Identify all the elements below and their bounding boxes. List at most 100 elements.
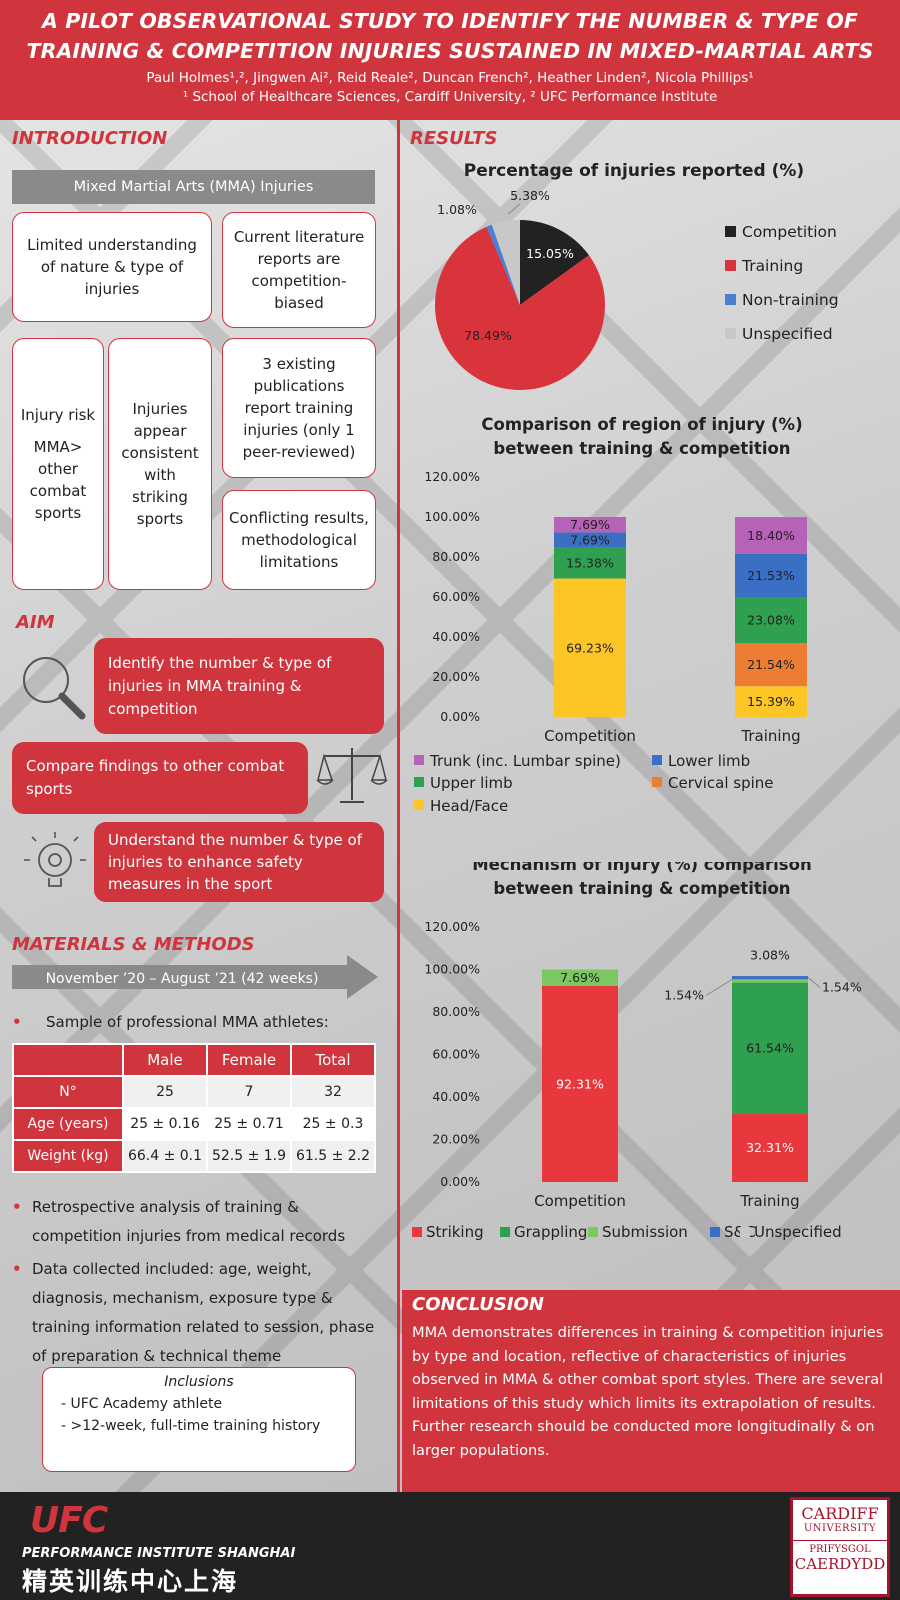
data-label: 15.39% — [747, 694, 795, 709]
legend-swatch — [652, 755, 662, 765]
row-header-weight: Weight (kg) — [12, 1139, 124, 1173]
intro-card-limited-understanding: Limited understanding of nature & type o… — [12, 212, 212, 322]
inclusion-item: - UFC Academy athlete — [61, 1396, 223, 1412]
legend-swatch — [588, 1227, 598, 1237]
legend-swatch — [725, 328, 736, 339]
legend-label: Head/Face — [430, 797, 508, 815]
sample-bullet: • Sample of professional MMA athletes: — [12, 1008, 387, 1037]
sample-text: Sample of professional MMA athletes: — [46, 1013, 329, 1031]
chinese-label: 精英训练中心上海 — [22, 1567, 239, 1596]
conclusion-box: CONCLUSION MMA demonstrates differences … — [402, 1290, 900, 1492]
data-label: 92.31% — [556, 1076, 604, 1091]
intro-card-conflicting-results: Conflicting results, methodological limi… — [222, 490, 376, 590]
table-cell: 66.4 ± 0.1 — [122, 1139, 208, 1173]
conclusion-heading: CONCLUSION — [412, 1294, 544, 1315]
y-tick-label: 100.00% — [424, 962, 480, 977]
pie-value-label: 15.05% — [526, 246, 574, 261]
aim-item-identify: Identify the number & type of injuries i… — [94, 638, 384, 734]
legend-label: Lower limb — [668, 752, 750, 770]
intro-card-injury-risk: Injury risk MMA> other combat sports — [12, 338, 104, 590]
bullet-dot: • — [12, 1198, 22, 1216]
methods-bullet-text: Retrospective analysis of training & com… — [32, 1198, 346, 1245]
table-cell: 25 ± 0.16 — [122, 1107, 208, 1141]
legend-label: Training — [741, 257, 803, 275]
legend-swatch — [725, 226, 736, 237]
bar-segment — [732, 1113, 808, 1182]
data-label: 21.53% — [747, 568, 795, 583]
bar-segment — [732, 979, 808, 983]
legend-label: Trunk (inc. Lumbar spine) — [429, 752, 621, 770]
y-tick-label: 100.00% — [424, 509, 480, 524]
conclusion-text: MMA demonstrates differences in training… — [412, 1324, 884, 1459]
legend-label: Unspecified — [742, 325, 833, 343]
table-cell: 25 ± 0.71 — [206, 1107, 292, 1141]
bullet-dot: • — [12, 1013, 22, 1031]
y-tick-label: 120.00% — [424, 469, 480, 484]
methods-bullet-retrospective: • Retrospective analysis of training & c… — [12, 1193, 387, 1251]
bar-segment — [735, 517, 807, 554]
data-label: 1.54% — [822, 980, 862, 995]
legend-swatch — [740, 1227, 750, 1237]
methods-heading: MATERIALS & METHODS — [12, 934, 255, 955]
y-tick-label: 120.00% — [424, 919, 480, 934]
bar-segment — [735, 596, 807, 644]
table-row: N° 25 7 32 — [12, 1075, 376, 1109]
poster-title-line2: TRAINING & COMPETITION INJURIES SUSTAINE… — [26, 39, 874, 63]
region-bar-chart: Comparison of region of injury (%) betwee… — [414, 415, 807, 815]
row-header-n: N° — [12, 1075, 124, 1109]
legend-label: Upper limb — [430, 774, 513, 792]
chart-title: between training & competition — [493, 879, 790, 898]
table-row: Weight (kg) 66.4 ± 0.1 52.5 ± 1.9 61.5 ±… — [12, 1139, 376, 1173]
ufc-logo: UFC — [30, 1500, 108, 1541]
performance-institute-label: PERFORMANCE INSTITUTE SHANGHAI — [22, 1546, 296, 1561]
data-label: 7.69% — [570, 533, 610, 548]
intro-card-striking-sports: Injuries appear consistent with striking… — [108, 338, 212, 590]
bar-segment — [542, 969, 618, 986]
legend-swatch — [710, 1227, 720, 1237]
methods-bullet-text: Data collected included: age, weight, di… — [32, 1260, 375, 1365]
x-category-label: Training — [740, 727, 800, 745]
table-cell: 32 — [290, 1075, 376, 1109]
pie-value-label: 78.49% — [464, 328, 512, 343]
y-tick-label: 80.00% — [432, 1004, 480, 1019]
row-header-age: Age (years) — [12, 1107, 124, 1141]
data-label: 7.69% — [570, 517, 610, 532]
data-label: 1.54% — [664, 988, 704, 1003]
pie-slice — [491, 220, 520, 305]
poster-header: A PILOT OBSERVATIONAL STUDY TO IDENTIFY … — [0, 0, 900, 120]
pie-value-label: 1.08% — [437, 202, 477, 217]
results-heading: RESULTS — [410, 128, 498, 149]
table-row: Age (years) 25 ± 0.16 25 ± 0.71 25 ± 0.3 — [12, 1107, 376, 1141]
legend-swatch — [725, 294, 736, 305]
study-period-text: November ’20 – August ’21 (42 weeks) — [46, 971, 319, 987]
injury-risk-comparison: MMA> other combat sports — [29, 438, 87, 522]
y-tick-label: 40.00% — [432, 1089, 480, 1104]
lightbulb-gear-icon — [24, 832, 86, 887]
pie-value-label: 5.38% — [510, 188, 550, 203]
legend-swatch — [652, 777, 662, 787]
y-tick-label: 20.00% — [432, 1132, 480, 1147]
pie-slice — [520, 220, 589, 305]
y-tick-label: 80.00% — [432, 549, 480, 564]
scales-icon — [316, 748, 388, 803]
y-tick-label: 40.00% — [432, 629, 480, 644]
chart-title: Percentage of injuries reported (%) — [464, 161, 804, 181]
legend-swatch — [500, 1227, 510, 1237]
chart-title: Comparison of region of injury (%) — [481, 415, 802, 434]
table-cell: 7 — [206, 1075, 292, 1109]
table-cell: 25 — [122, 1075, 208, 1109]
legend-label: Cervical spine — [668, 774, 774, 792]
affiliations: ¹ School of Healthcare Sciences, Cardiff… — [182, 89, 718, 105]
legend-label: Unspecified — [754, 1223, 842, 1241]
leader-line — [807, 977, 821, 988]
bar-segment — [732, 982, 808, 1114]
inclusion-item: - >12-week, full-time training history — [61, 1418, 321, 1434]
authors: Paul Holmes¹,², Jingwen Ai², Reid Reale²… — [146, 70, 754, 86]
chart-title: Mechanism of injury (%) comparison — [472, 862, 811, 874]
legend-swatch — [412, 1227, 422, 1237]
table-cell: 25 ± 0.3 — [290, 1107, 376, 1141]
data-label: 61.54% — [746, 1040, 794, 1055]
magnifier-icon — [23, 657, 86, 720]
legend-label: Grappling — [514, 1223, 587, 1241]
aim-heading: AIM — [16, 612, 55, 633]
